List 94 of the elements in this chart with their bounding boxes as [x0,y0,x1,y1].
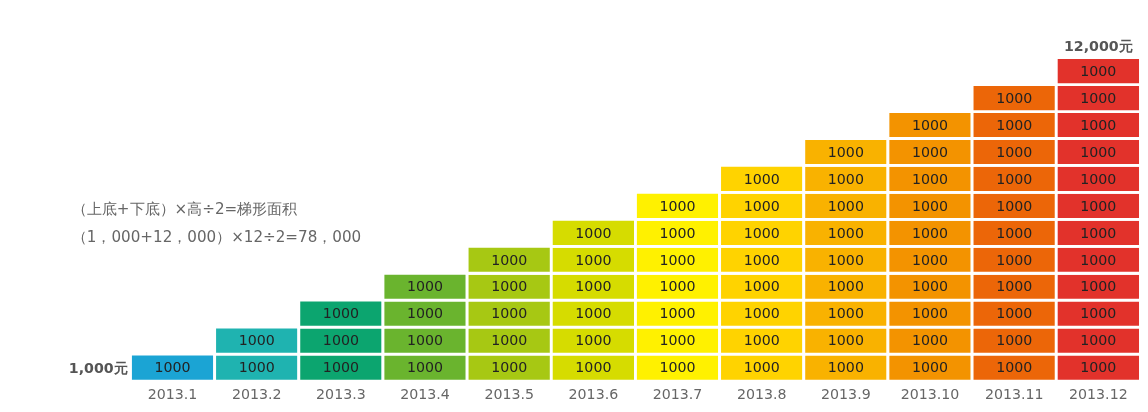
data-label: 1000 [1080,62,1117,79]
data-label: 1000 [575,251,612,268]
data-label: 1000 [827,170,864,187]
data-label: 1000 [491,332,528,349]
data-label: 1000 [911,143,949,160]
data-label: 1000 [322,332,359,349]
data-label: 1000 [743,251,780,268]
data-label: 1000 [575,332,612,349]
data-label: 1000 [743,305,780,322]
x-tick-label: 2013.4 [400,385,450,402]
data-label: 1000 [827,278,864,295]
data-label: 1000 [154,359,191,376]
data-label: 1000 [1080,170,1117,187]
data-label: 1000 [911,251,949,268]
data-label: 1000 [1080,224,1117,241]
data-label: 1000 [491,359,528,376]
data-label: 1000 [827,197,864,214]
data-label: 1000 [659,305,696,322]
data-label: 1000 [743,224,780,241]
data-label: 1000 [659,278,696,295]
data-label: 1000 [996,224,1033,241]
x-tick-label: 2013.9 [821,385,871,402]
data-label: 1000 [1080,278,1117,295]
data-label: 1000 [743,170,780,187]
data-label: 1000 [322,305,359,322]
x-tick-label: 2013.3 [316,385,366,402]
data-label: 1000 [996,170,1033,187]
data-label: 1000 [827,332,864,349]
data-label: 1000 [659,224,696,241]
data-label: 1000 [575,278,612,295]
data-label: 1000 [407,305,444,322]
data-label: 1000 [659,251,696,268]
data-label: 1000 [827,305,864,322]
data-label: 1000 [407,278,444,295]
data-label: 1000 [407,332,444,349]
x-tick-label: 2013.8 [736,385,787,402]
data-label: 1000 [238,332,275,349]
data-label: 1000 [1080,116,1117,133]
data-label: 1000 [827,143,864,160]
data-label: 1000 [911,278,949,295]
data-label: 1000 [743,197,780,214]
data-label: 1000 [575,305,612,322]
data-label: 1000 [1080,251,1117,268]
annotation: （上底+下底）×高÷2=梯形面积 [71,199,298,218]
data-label: 1000 [911,197,949,214]
data-label: 1000 [911,116,949,133]
x-tick-label: 2013.6 [568,385,619,402]
data-label: 1000 [575,359,612,376]
data-label: 1000 [827,224,864,241]
data-label: 1000 [1080,89,1117,106]
x-tick-label: 2013.5 [484,385,535,402]
data-label: 1000 [827,359,864,376]
data-label: 1000 [575,224,612,241]
data-label: 1000 [1080,332,1117,349]
data-label: 1000 [996,197,1033,214]
text: 12,000元 [1064,38,1133,55]
data-label: 1000 [322,359,359,376]
data-label: 1000 [911,170,949,187]
data-label: 1000 [996,251,1033,268]
data-label: 1000 [996,278,1033,295]
annotation: （1，000+12，000）×12÷2=78，000 [71,228,362,247]
data-label: 1000 [996,89,1033,106]
data-label: 1000 [491,278,528,295]
data-label: 1000 [1080,143,1117,160]
data-label: 1000 [996,332,1033,349]
data-label: 1000 [1080,359,1117,376]
data-label: 1000 [1080,197,1117,214]
data-label: 1000 [659,332,696,349]
x-tick-label: 2013.12 [1069,385,1128,402]
data-label: 1000 [996,359,1033,376]
data-label: 1000 [911,224,949,241]
data-label: 1000 [743,278,780,295]
data-label: 1000 [996,143,1033,160]
data-label: 1000 [659,197,696,214]
data-label: 1000 [911,305,949,322]
data-label: 1000 [996,116,1033,133]
data-label: 1000 [911,359,949,376]
data-label: 1000 [743,359,780,376]
x-tick-label: 2013.1 [147,385,198,402]
data-label: 1000 [827,251,864,268]
data-label: 1000 [996,305,1033,322]
data-label: 1000 [491,305,528,322]
data-label: 1000 [911,332,949,349]
x-tick-label: 2013.2 [231,385,282,402]
data-label: 1000 [743,332,780,349]
x-tick-label: 2013.7 [652,385,703,402]
data-label: 1000 [491,251,528,268]
data-label: 1000 [238,359,275,376]
data-label: 1000 [1080,305,1117,322]
data-label: 1000 [407,359,444,376]
text: 1,000元 [68,359,128,376]
x-tick-label: 2013.10 [900,385,960,402]
x-tick-label: 2013.11 [984,385,1044,402]
data-label: 1000 [659,359,696,376]
